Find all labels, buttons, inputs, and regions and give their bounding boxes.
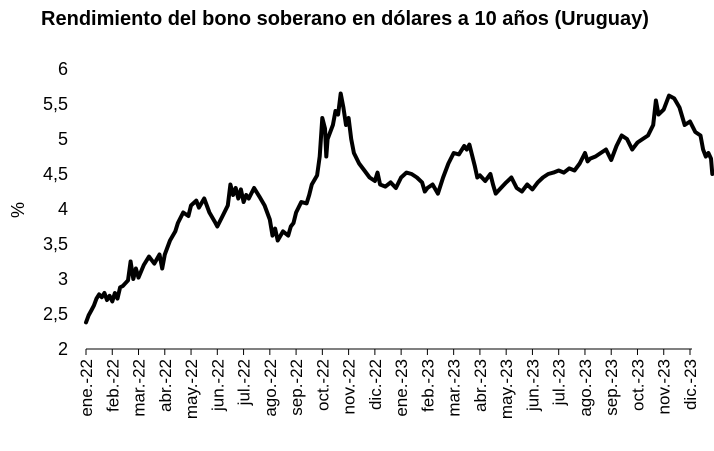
x-tick-label: may.-22 (182, 359, 201, 419)
x-tick-label: ago.-22 (261, 359, 280, 417)
x-tick-label: ene.-23 (392, 359, 411, 417)
x-tick-label: mar.-22 (130, 359, 149, 417)
x-tick-label: mar.-23 (445, 359, 464, 417)
chart-title: Rendimiento del bono soberano en dólares… (41, 8, 649, 30)
x-tick-label: sep.-23 (602, 359, 621, 416)
y-tick-label: 2 (58, 339, 68, 359)
y-tick-label: 4 (58, 199, 68, 219)
x-tick-label: oct.-23 (628, 359, 647, 411)
x-tick-label: feb.-23 (418, 359, 437, 412)
x-axis: ene.-22 feb.-22 mar.-22 abr.-22 may.-22 jun.-… (77, 348, 700, 419)
x-tick-label: nov.-23 (655, 359, 674, 414)
y-tick-label: 6 (58, 59, 68, 79)
y-tick-label: 5,5 (43, 94, 68, 114)
y-tick-label: 5 (58, 129, 68, 149)
x-tick-label: dic.-22 (366, 359, 385, 410)
x-tick-label: abr.-23 (471, 359, 490, 412)
y-axis-ticks: 2 2,5 3 3,5 4 4,5 5 5,5 6 (43, 59, 68, 359)
x-tick-label: jul.-22 (235, 359, 254, 406)
x-tick-label: ene.-22 (77, 359, 96, 417)
x-tick-label: feb.-22 (103, 359, 122, 412)
x-tick-label: ago.-23 (576, 359, 595, 417)
y-tick-label: 3,5 (43, 234, 68, 254)
x-tick-label: dic.-23 (681, 359, 700, 410)
x-tick-label: sep.-22 (287, 359, 306, 416)
x-tick-label: jun.-22 (208, 359, 227, 412)
x-tick-label: jul.-23 (550, 359, 569, 406)
series-line (84, 91, 714, 325)
x-tick-label: jun.-23 (523, 359, 542, 412)
y-tick-label: 3 (58, 269, 68, 289)
y-axis-label: % (8, 202, 28, 218)
x-tick-label: abr.-22 (156, 359, 175, 412)
y-tick-label: 4,5 (43, 164, 68, 184)
x-tick-label: may.-23 (497, 359, 516, 419)
x-tick-label: nov.-22 (340, 359, 359, 414)
y-tick-label: 2,5 (43, 304, 68, 324)
x-tick-label: oct.-22 (313, 359, 332, 411)
